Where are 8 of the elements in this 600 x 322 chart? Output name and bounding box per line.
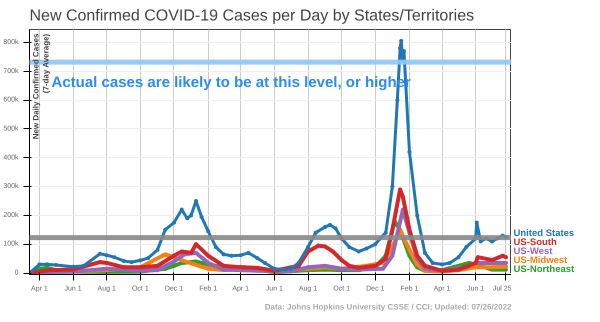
series-label: US-South bbox=[514, 237, 557, 248]
series-label: US-West bbox=[514, 246, 554, 257]
series-label: United States bbox=[514, 228, 574, 239]
text: Data: Johns Hopkins University CSSE / CCI; Updated: 07/26/2022 bbox=[264, 302, 512, 312]
chart-title: New Confirmed COVID-19 Cases per Day by States/Territories bbox=[30, 8, 474, 24]
series-label: US-Northeast bbox=[514, 264, 576, 275]
y-axis-title: New Daily Confirmed Cases (7-day Average) bbox=[32, 32, 50, 140]
series-label: US-Midwest bbox=[514, 255, 568, 266]
